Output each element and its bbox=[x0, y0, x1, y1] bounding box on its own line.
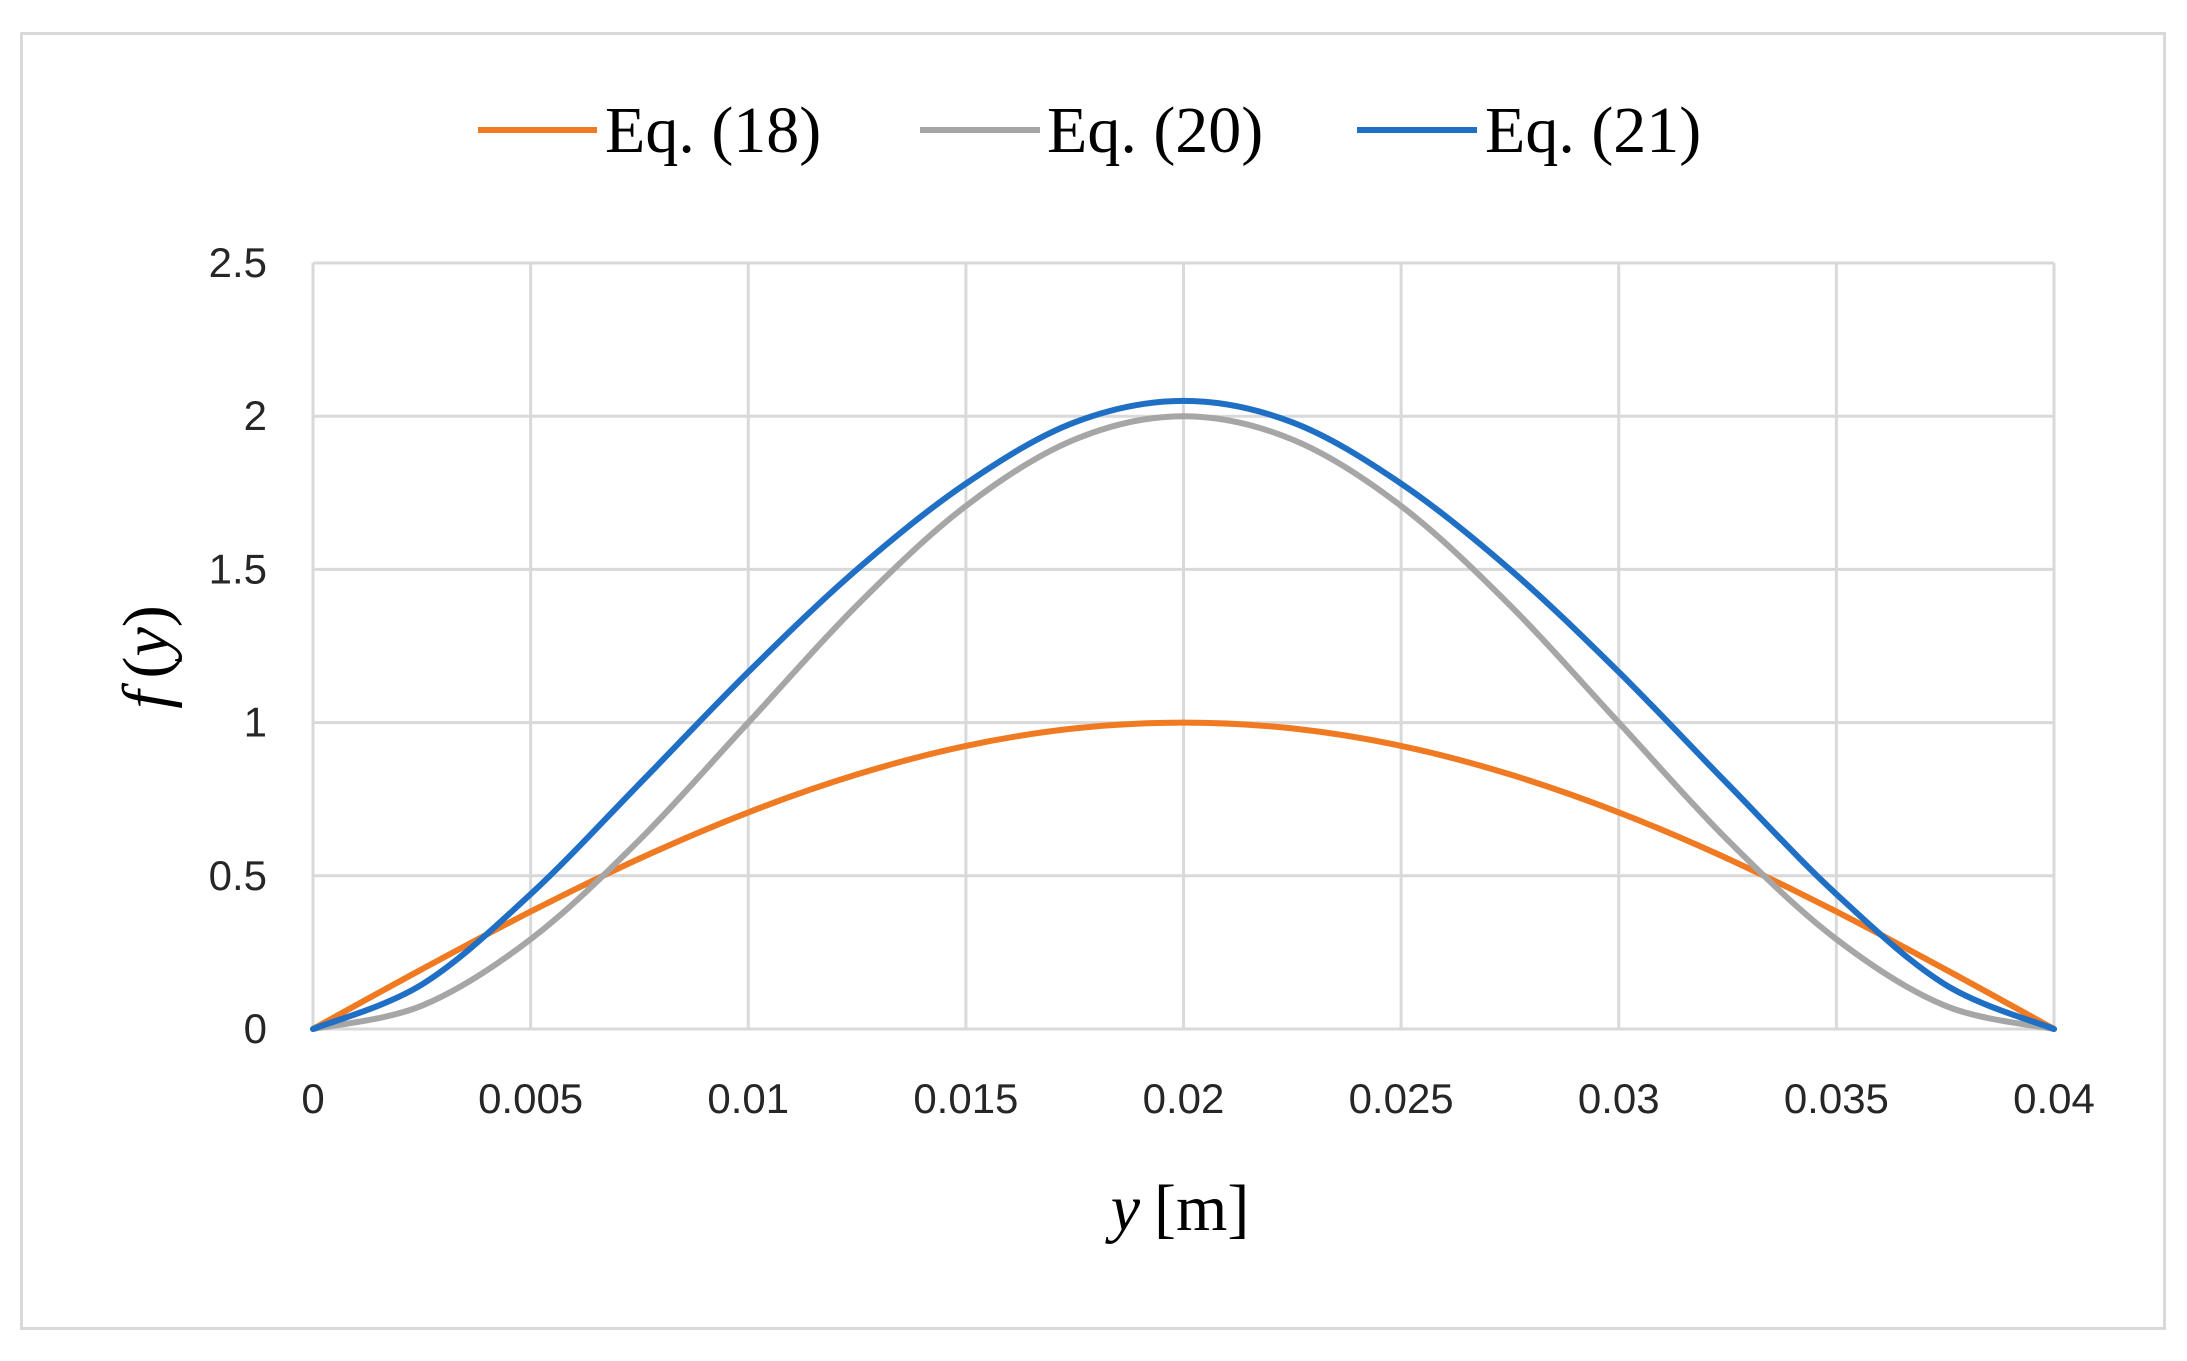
x-tick-label: 0 bbox=[301, 1075, 324, 1122]
x-tick-label: 0.015 bbox=[913, 1075, 1018, 1122]
y-tick-label: 2.5 bbox=[209, 239, 267, 286]
y-tick-label: 0.5 bbox=[209, 852, 267, 899]
x-tick-label: 0.02 bbox=[1143, 1075, 1225, 1122]
legend-label: Eq. (20) bbox=[1047, 94, 1263, 167]
y-tick-label: 1 bbox=[244, 699, 267, 746]
x-axis-ticks: 0 0.005 0.01 0.015 0.02 0.025 0.03 0.035 0.04 bbox=[301, 1075, 2095, 1122]
legend-label: Eq. (18) bbox=[605, 94, 821, 167]
x-tick-label: 0.01 bbox=[707, 1075, 789, 1122]
x-axis-title: y [m] bbox=[1105, 1172, 1250, 1245]
series-line-eq20 bbox=[310, 413, 2057, 1032]
y-axis-argument: y bbox=[110, 626, 183, 662]
y-tick-label: 2 bbox=[244, 392, 267, 439]
x-axis-unit: [m] bbox=[1154, 1172, 1249, 1245]
x-tick-label: 0.005 bbox=[478, 1075, 583, 1122]
y-axis-ticks: 0 0.5 1 1.5 2 2.5 bbox=[209, 239, 267, 1052]
y-tick-label: 1.5 bbox=[209, 545, 267, 592]
y-axis-paren-open: ( bbox=[110, 656, 183, 678]
y-axis-paren-close: ) bbox=[110, 605, 183, 627]
series-line-eq21 bbox=[310, 397, 2057, 1032]
y-tick-label: 0 bbox=[244, 1005, 267, 1052]
chart-frame bbox=[20, 32, 2166, 1330]
grid bbox=[311, 261, 2056, 1031]
series-layer bbox=[310, 397, 2057, 1032]
x-tick-label: 0.03 bbox=[1578, 1075, 1660, 1122]
legend: Eq. (18) Eq. (20) Eq. (21) bbox=[478, 94, 1701, 167]
y-axis-function: f bbox=[110, 683, 183, 709]
series-line-eq18 bbox=[310, 719, 2057, 1032]
x-tick-label: 0.025 bbox=[1349, 1075, 1454, 1122]
x-axis-variable: y bbox=[1105, 1172, 1141, 1245]
legend-label: Eq. (21) bbox=[1485, 94, 1701, 167]
x-tick-label: 0.04 bbox=[2013, 1075, 2095, 1122]
x-tick-label: 0.035 bbox=[1784, 1075, 1889, 1122]
y-axis-title: f (y) bbox=[110, 605, 183, 709]
